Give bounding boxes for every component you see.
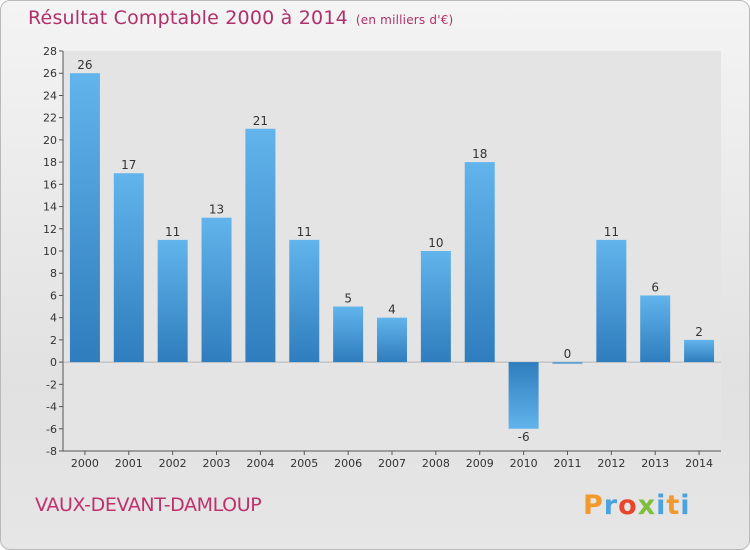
data-label-2011: 0 [564, 347, 572, 361]
data-label-2012: 11 [604, 225, 619, 239]
x-tick-label: 2000 [71, 457, 99, 470]
data-label-2000: 26 [77, 58, 92, 72]
title-unit: (en milliers d'€) [355, 13, 454, 27]
commune-name: VAUX-DEVANT-DAMLOUP [35, 494, 262, 516]
data-label-2005: 11 [297, 225, 312, 239]
x-tick-label: 2013 [641, 457, 669, 470]
y-tick-label: 8 [50, 267, 57, 280]
data-label-2006: 5 [344, 292, 352, 306]
x-tick-label: 2004 [246, 457, 274, 470]
logo-letter: i [656, 490, 667, 521]
data-label-2003: 13 [209, 203, 224, 217]
logo-letter: t [666, 490, 681, 521]
bar-2008 [420, 251, 451, 363]
y-tick-label: 18 [43, 156, 57, 169]
y-tick-label: -2 [46, 378, 57, 391]
data-labels: 26 17 11 13 21 11 5 4 10 18 -6 0 11 6 2 [77, 58, 703, 444]
data-label-2001: 17 [121, 158, 136, 172]
logo-letter: P [583, 490, 604, 521]
x-tick-label: 2014 [685, 457, 713, 470]
x-tick-label: 2002 [159, 457, 187, 470]
x-tick-label: 2012 [597, 457, 625, 470]
logo-letter: r [603, 490, 619, 521]
bar-2002 [157, 239, 188, 363]
bar-2014 [684, 339, 715, 363]
title-text: Résultat Comptable 2000 à 2014 [28, 7, 348, 29]
y-tick-label: 22 [43, 112, 57, 125]
bar-2010 [508, 362, 539, 429]
y-tick-label: 12 [43, 223, 57, 236]
x-tick-label: 2005 [290, 457, 318, 470]
y-tick-label: 2 [50, 334, 57, 347]
y-tick-label: 20 [43, 134, 57, 147]
x-tick-label: 2007 [378, 457, 406, 470]
bar-2013 [640, 295, 671, 363]
bar-2011 [552, 362, 583, 364]
y-tick-label: 14 [43, 201, 57, 214]
logo-letter: i [680, 490, 691, 521]
bar-2006 [333, 306, 364, 363]
x-tick-label: 2011 [553, 457, 581, 470]
bar-2004 [245, 128, 276, 363]
y-tick-label: -8 [46, 445, 57, 458]
data-label-2010: -6 [518, 430, 530, 444]
chart-title: Résultat Comptable 2000 à 2014 (en millie… [28, 7, 453, 29]
y-tick-label: 28 [43, 45, 57, 58]
bar-2000 [69, 73, 100, 363]
proxiti-logo: Proxiti [583, 490, 691, 521]
bar-2005 [289, 239, 320, 363]
y-tick-label: 0 [50, 356, 57, 369]
bar-2009 [464, 162, 495, 363]
x-tick-label: 2010 [510, 457, 538, 470]
y-tick-label: 16 [43, 178, 57, 191]
data-label-2014: 2 [695, 325, 703, 339]
data-label-2009: 18 [472, 147, 487, 161]
data-label-2002: 11 [165, 225, 180, 239]
bar-2003 [201, 217, 232, 363]
data-label-2013: 6 [651, 280, 659, 294]
x-tick-label: 2008 [422, 457, 450, 470]
y-tick-label: 24 [43, 89, 57, 102]
y-tick-label: 6 [50, 289, 57, 302]
y-tick-label: 10 [43, 245, 57, 258]
data-label-2004: 21 [253, 114, 268, 128]
data-label-2008: 10 [428, 236, 443, 250]
bar-2001 [113, 173, 144, 363]
bar-2007 [377, 317, 407, 363]
data-label-2007: 4 [388, 303, 396, 317]
x-tick-label: 2003 [203, 457, 231, 470]
x-tick-label: 2006 [334, 457, 362, 470]
x-tick-label: 2009 [466, 457, 494, 470]
y-tick-label: -4 [46, 401, 57, 414]
y-tick-label: 26 [43, 67, 57, 80]
y-tick-label: 4 [50, 312, 57, 325]
bar-series [69, 73, 715, 429]
bar-2012 [596, 239, 627, 363]
x-tick-label: 2001 [115, 457, 143, 470]
logo-letter: o [618, 490, 638, 521]
logo-letter: x [637, 490, 657, 521]
y-tick-label: -6 [46, 423, 57, 436]
